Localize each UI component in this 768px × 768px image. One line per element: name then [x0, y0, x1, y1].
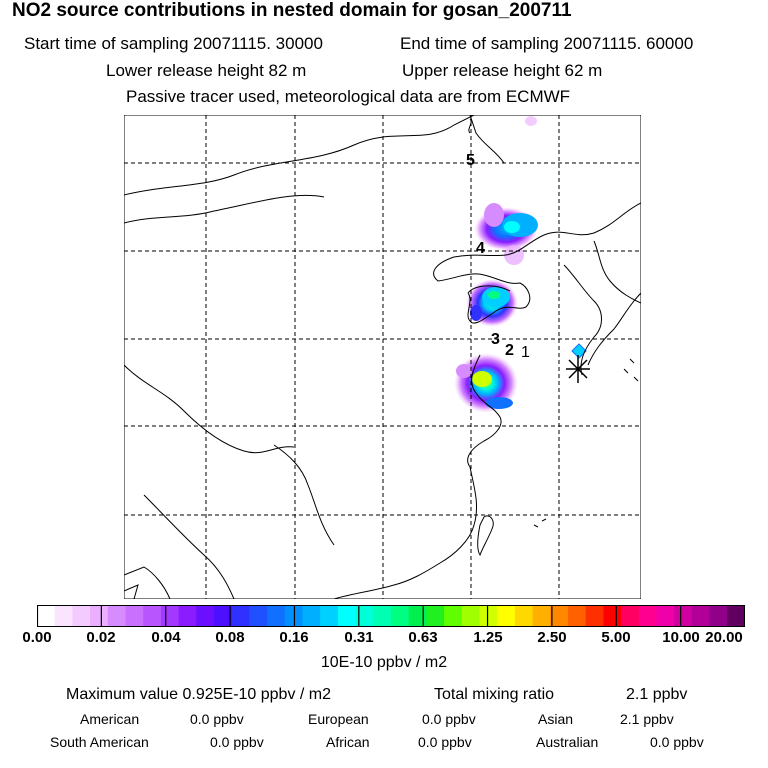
plume-south — [454, 353, 518, 413]
plume-north — [474, 116, 538, 265]
colorbar-swatch — [479, 605, 498, 627]
colorbar-swatch — [550, 605, 569, 627]
region-value-australian: 0.0 ppbv — [650, 734, 704, 750]
source-contribution-map: 5 4 3 2 1 — [124, 115, 641, 599]
region-name-south-american: South American — [50, 734, 149, 750]
colorbar-swatch — [585, 605, 604, 627]
colorbar-swatch — [621, 605, 640, 627]
colorbar-tick-label: 20.00 — [705, 629, 743, 646]
colorbar-swatch — [160, 605, 180, 627]
colorbar-tick-label: 0.31 — [344, 629, 374, 646]
colorbar-swatch — [355, 605, 374, 627]
end-time-label: End time of sampling 20071115. 60000 — [400, 34, 694, 53]
colorbar-swatch — [54, 605, 73, 627]
colorbar — [37, 605, 745, 627]
region-value-south-american: 0.0 ppbv — [210, 734, 264, 750]
colorbar-tick-label: 0.63 — [408, 629, 438, 646]
colorbar-swatch — [267, 605, 286, 627]
total-mixing-ratio-label: Total mixing ratio — [434, 686, 555, 703]
colorbar-swatch — [391, 605, 410, 627]
upper-release-height-label: Upper release height 62 m — [402, 61, 603, 80]
colorbar-tick-label: 10.00 — [662, 629, 700, 646]
colorbar-swatch — [408, 605, 427, 627]
time-marker-5: 5 — [466, 152, 475, 169]
page-title: NO2 source contributions in nested domai… — [12, 0, 572, 21]
region-value-american: 0.0 ppbv — [190, 711, 244, 727]
receptor-star-icon — [566, 355, 590, 383]
colorbar-swatch — [532, 605, 551, 627]
colorbar-swatch — [143, 605, 162, 627]
colorbar-swatch — [444, 605, 463, 627]
colorbar-tick-label: 0.04 — [151, 629, 181, 646]
colorbar-swatch — [727, 605, 745, 627]
time-marker-2: 2 — [505, 342, 514, 359]
region-value-european: 0.0 ppbv — [422, 711, 476, 727]
start-time-label: Start time of sampling 20071115. 30000 — [24, 34, 323, 53]
plume-central — [466, 279, 518, 327]
region-value-african: 0.0 ppbv — [418, 734, 472, 750]
colorbar-swatch — [214, 605, 233, 627]
time-marker-3: 3 — [491, 331, 500, 348]
colorbar-swatch — [603, 605, 622, 627]
max-value-label: Maximum value 0.925E-10 ppbv / m2 — [66, 686, 332, 703]
colorbar-tick-label: 5.00 — [601, 629, 631, 646]
colorbar-swatch — [656, 605, 675, 627]
colorbar-border — [37, 605, 745, 627]
colorbar-swatch — [125, 605, 144, 627]
region-name-asian: Asian — [538, 711, 574, 727]
colorbar-swatch — [107, 605, 126, 627]
colorbar-swatch — [196, 605, 215, 627]
colorbar-swatch — [302, 605, 321, 627]
region-value-asian: 2.1 ppbv — [620, 711, 674, 727]
colorbar-swatch — [691, 605, 711, 627]
colorbar-tick-label: 2.50 — [537, 629, 567, 646]
plume-korea-spot — [571, 343, 587, 359]
colorbar-swatch — [72, 605, 91, 627]
colorbar-swatch — [231, 605, 250, 627]
colorbar-swatch — [497, 605, 516, 627]
colorbar-tick-label: 0.08 — [215, 629, 245, 646]
colorbar-swatch — [568, 605, 587, 627]
tracer-note: Passive tracer used, meteorological data… — [126, 87, 571, 106]
lat-lon-grid — [124, 115, 641, 599]
region-name-european: European — [308, 711, 369, 727]
colorbar-tick-label: 0.16 — [279, 629, 309, 646]
colorbar-swatch — [337, 605, 357, 627]
coastlines — [124, 115, 641, 599]
lower-release-height-label: Lower release height 82 m — [106, 61, 307, 80]
colorbar-swatch — [461, 605, 480, 627]
colorbar-swatch — [638, 605, 657, 627]
colorbar-swatch — [674, 605, 693, 627]
colorbar-swatch — [514, 605, 534, 627]
colorbar-swatch — [709, 605, 728, 627]
colorbar-swatch — [373, 605, 392, 627]
colorbar-units: 10E-10 ppbv / m2 — [320, 654, 448, 671]
region-name-american: American — [80, 711, 140, 727]
colorbar-swatch — [426, 605, 445, 627]
total-mixing-ratio-value: 2.1 ppbv — [626, 686, 688, 703]
colorbar-swatch — [37, 605, 56, 627]
colorbar-swatch — [90, 605, 109, 627]
colorbar-swatch — [178, 605, 197, 627]
time-marker-4: 4 — [476, 240, 485, 257]
time-marker-1: 1 — [521, 344, 530, 361]
colorbar-tick-label: 1.25 — [473, 629, 503, 646]
colorbar-tick-label: 0.02 — [86, 629, 116, 646]
colorbar-swatch — [320, 605, 339, 627]
region-name-african: African — [326, 734, 370, 750]
colorbar-swatch — [249, 605, 268, 627]
region-name-australian: Australian — [536, 734, 599, 750]
colorbar-tick-label: 0.00 — [22, 629, 52, 646]
